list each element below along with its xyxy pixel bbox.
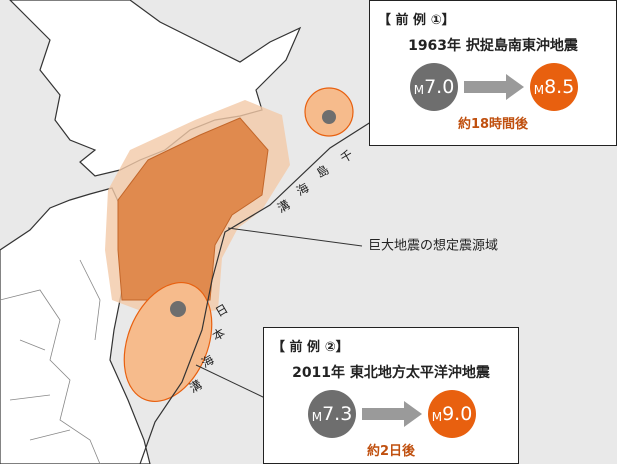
event-name: 2011年 東北地方太平洋沖地震 bbox=[292, 365, 490, 381]
source-area-label: 巨大地震の想定震源域 bbox=[368, 238, 498, 254]
epicenter-1963 bbox=[322, 110, 336, 124]
magnitude: M 8.5 bbox=[530, 63, 578, 111]
arrow bbox=[464, 74, 524, 100]
magnitude-unit: M bbox=[431, 409, 443, 424]
magnitude-unit: M bbox=[413, 82, 425, 97]
magnitude-unit: M bbox=[311, 409, 323, 424]
magnitude-unit: M bbox=[533, 82, 545, 97]
magnitude-value: 7.0 bbox=[424, 76, 455, 98]
source-area bbox=[117, 117, 269, 301]
arrow bbox=[362, 401, 422, 427]
example-box: 【 前 例 ①】 1963年 択捉島南東沖地震 M 7.0 M 8.5 約18時間後 bbox=[369, 0, 617, 146]
magnitude-value: 8.5 bbox=[544, 76, 575, 98]
magnitude-value: 9.0 bbox=[442, 403, 473, 425]
source-area-2011 bbox=[123, 281, 213, 403]
leader-line bbox=[227, 227, 363, 247]
magnitude: M 7.0 bbox=[410, 63, 458, 111]
leader-line bbox=[195, 364, 266, 399]
interval: 約2日後 bbox=[366, 444, 416, 459]
interval: 約18時間後 bbox=[457, 117, 529, 132]
epicenter-2011 bbox=[170, 301, 186, 317]
magnitude: M 7.3 bbox=[308, 390, 356, 438]
example-header: 【 前 例 ①】 bbox=[378, 13, 455, 28]
magnitude-value: 7.3 bbox=[322, 403, 353, 425]
trench-line bbox=[139, 77, 441, 464]
example-header: 【 前 例 ②】 bbox=[272, 340, 349, 355]
event-name: 1963年 択捉島南東沖地震 bbox=[408, 38, 578, 54]
example-box: 【 前 例 ②】 2011年 東北地方太平洋沖地震 M 7.3 M 9.0 約2日後 bbox=[263, 327, 519, 464]
magnitude: M 9.0 bbox=[428, 390, 476, 438]
prefecture-borders bbox=[0, 259, 101, 464]
